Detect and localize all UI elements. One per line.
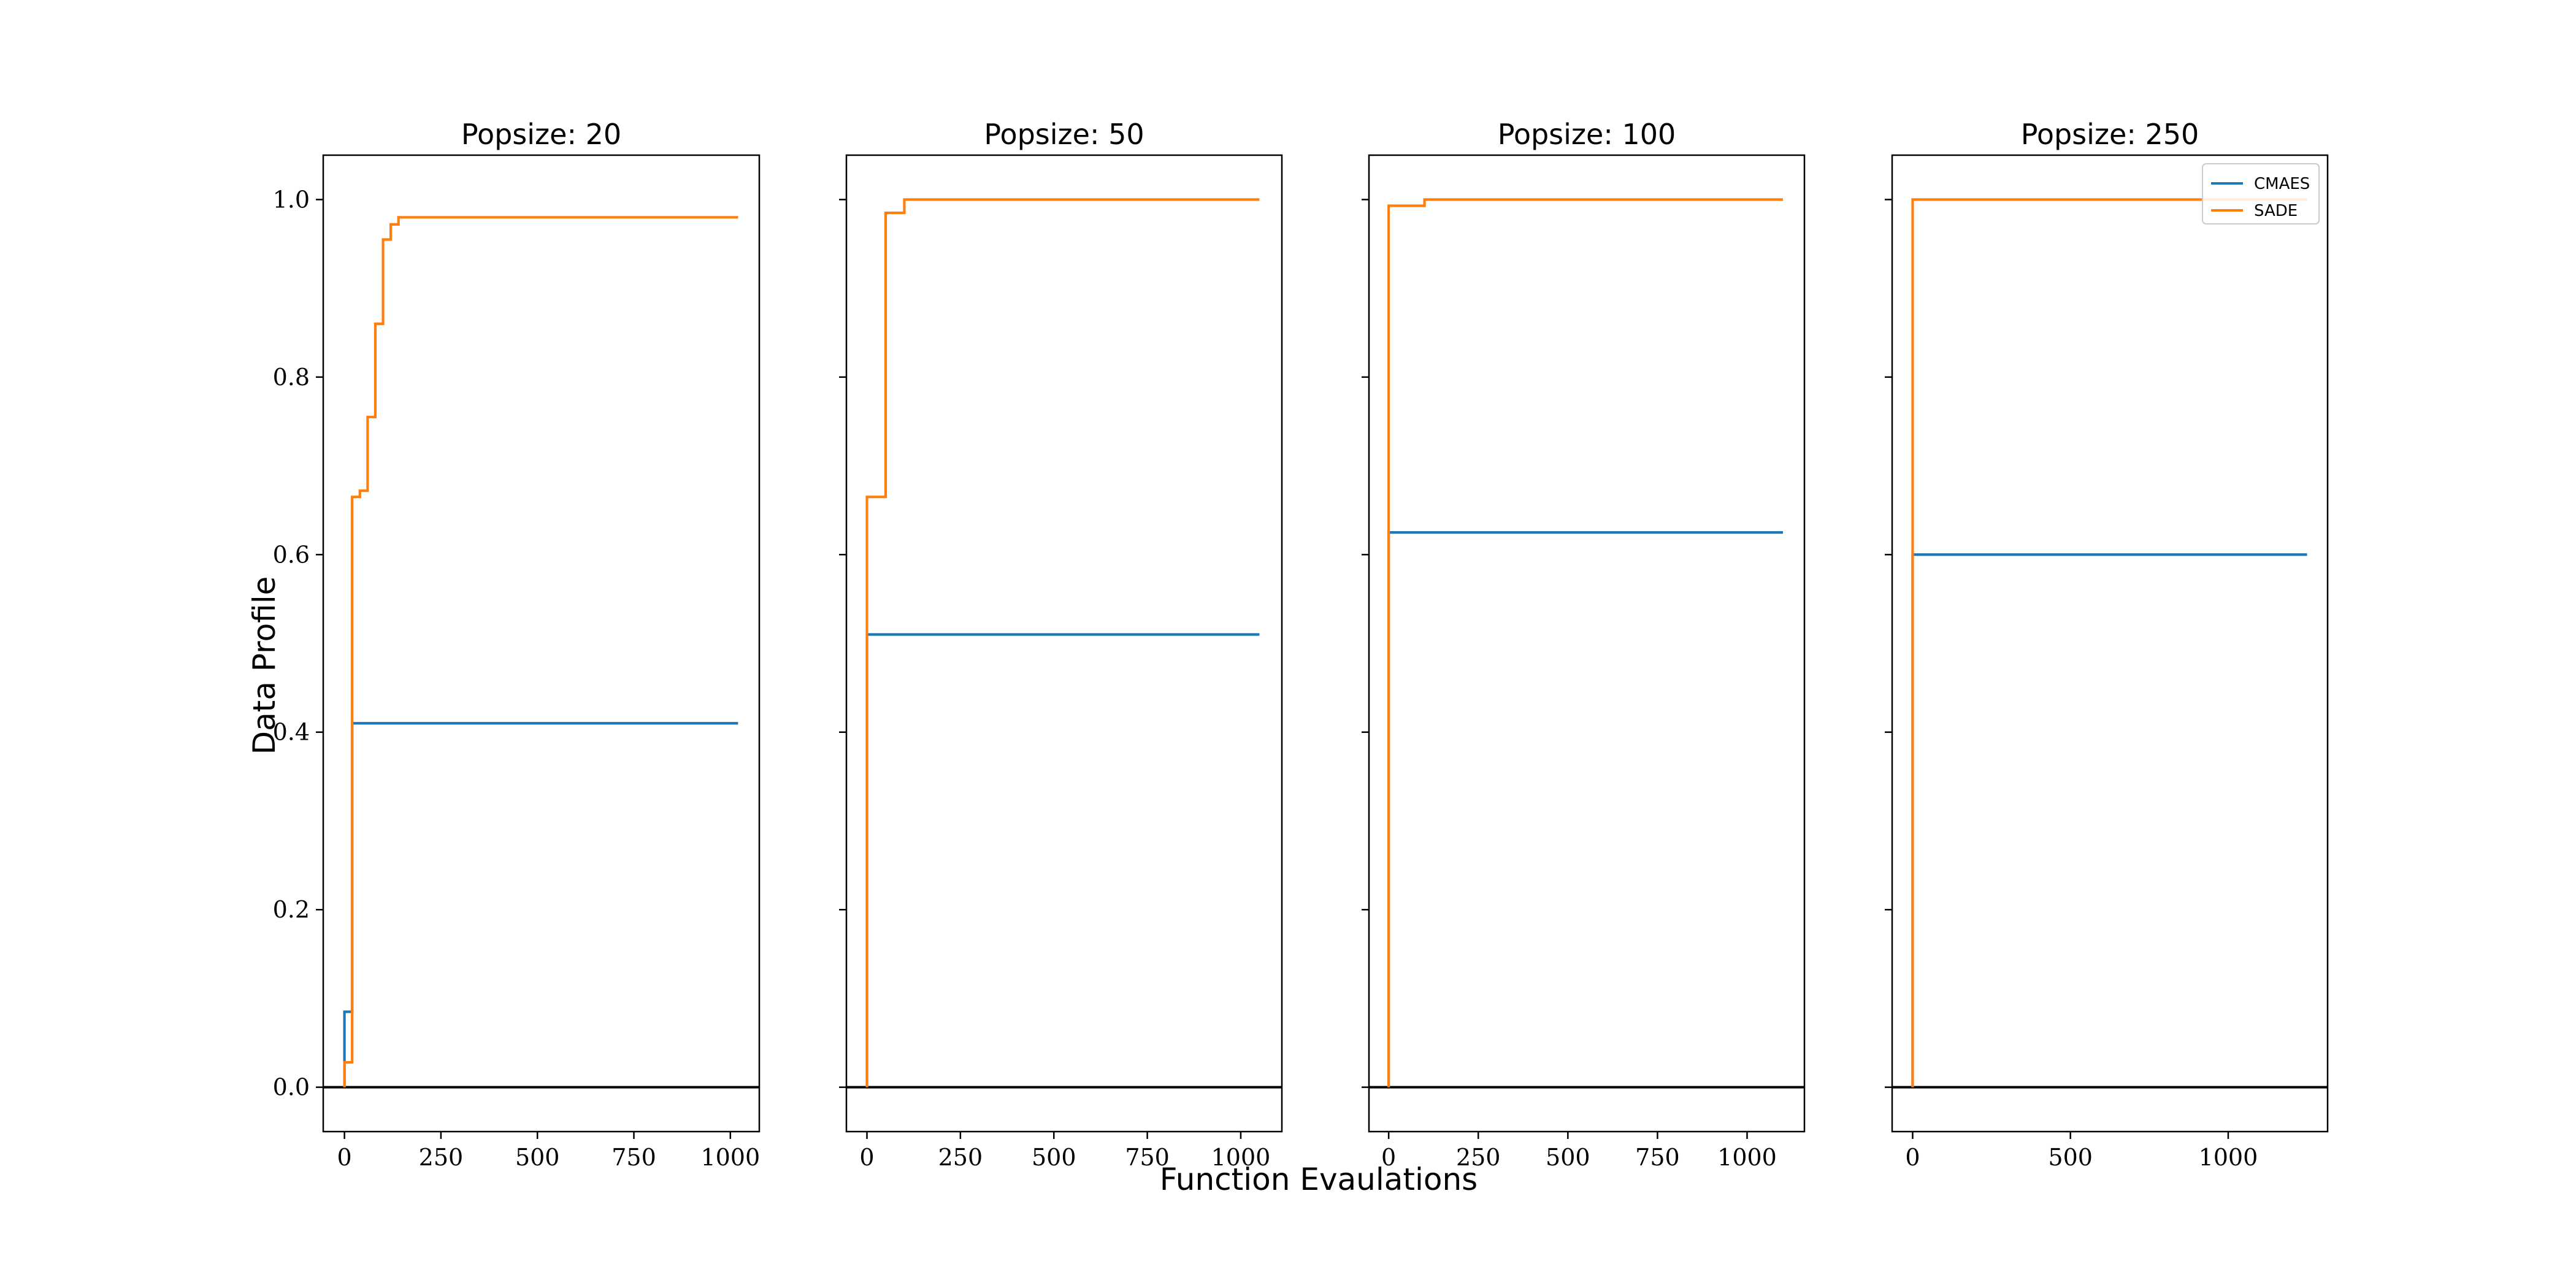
axes-frame [322,154,761,1133]
series-line-cmaes [865,633,1260,1087]
y-tick-label: 0.8 [273,364,310,391]
x-tick-label: 1000 [700,1144,760,1171]
x-tick-label: 1000 [2199,1144,2258,1171]
legend: CMAES SADE [2202,163,2320,224]
y-tick-label: 0.4 [273,719,310,746]
series-line-sade [1387,198,1783,1087]
y-tick-label: 0.2 [273,896,310,923]
legend-label-sade: SADE [2254,202,2298,220]
x-tick-label: 250 [1456,1144,1501,1171]
axes-frame [1891,154,2329,1133]
y-axis-label: Data Profile [247,577,282,755]
series-group [1387,198,1783,1087]
x-tick-label: 500 [1546,1144,1590,1171]
panel-4: Popsize: 250 0 500 1000 [1885,118,2329,1171]
y-tick-label: 0.0 [273,1074,310,1101]
x-tick-label: 1000 [1717,1144,1777,1171]
x-tick-label: 0 [337,1144,352,1171]
series-group [343,216,738,1087]
series-line-cmaes [1387,531,1783,1087]
series-line-cmaes [343,722,738,1087]
series-line-sade [1911,198,2307,1087]
series-line-sade [865,198,1260,1087]
panel-title: Popsize: 250 [2021,118,2199,151]
x-tick-label: 500 [1032,1144,1076,1171]
panel-title: Popsize: 50 [984,118,1144,151]
x-axis-label: Function Evaulations [1160,1162,1478,1197]
x-tick-label: 0 [1381,1144,1396,1171]
y-tick-label: 1.0 [273,186,310,213]
panel-3: Popsize: 100 0 250 500 750 1000 [1362,118,1806,1171]
x-tick-label: 750 [611,1144,656,1171]
x-tick-label: 250 [938,1144,983,1171]
panel-2: Popsize: 50 0 250 500 750 1000 [839,118,1283,1171]
series-line-sade [343,216,738,1087]
panel-title: Popsize: 100 [1498,118,1676,151]
x-tick-label: 1000 [1211,1144,1271,1171]
legend-box [2202,163,2320,224]
x-tick-label: 0 [1905,1144,1920,1171]
x-tick-label: 250 [419,1144,464,1171]
y-tick-label: 0.6 [273,541,310,568]
x-tick-label: 750 [1635,1144,1680,1171]
x-tick-label: 500 [515,1144,560,1171]
series-group [1911,198,2307,1087]
series-line-cmaes [1911,553,2307,1087]
panel-1: Popsize: 20 0 250 500 750 1000 0.0 0.2 0.4 0.6 0.8… [273,118,761,1171]
axes-frame [1368,154,1806,1133]
legend-label-cmaes: CMAES [2254,175,2310,193]
series-group [865,198,1260,1087]
panels: Popsize: 20 0 250 500 750 1000 0.0 0.2 0.4 0.6 0.8… [273,118,2329,1171]
x-tick-label: 0 [859,1144,874,1171]
x-tick-label: 500 [2048,1144,2093,1171]
axes-frame [845,154,1283,1133]
panel-title: Popsize: 20 [461,118,621,151]
x-tick-label: 750 [1125,1144,1170,1171]
